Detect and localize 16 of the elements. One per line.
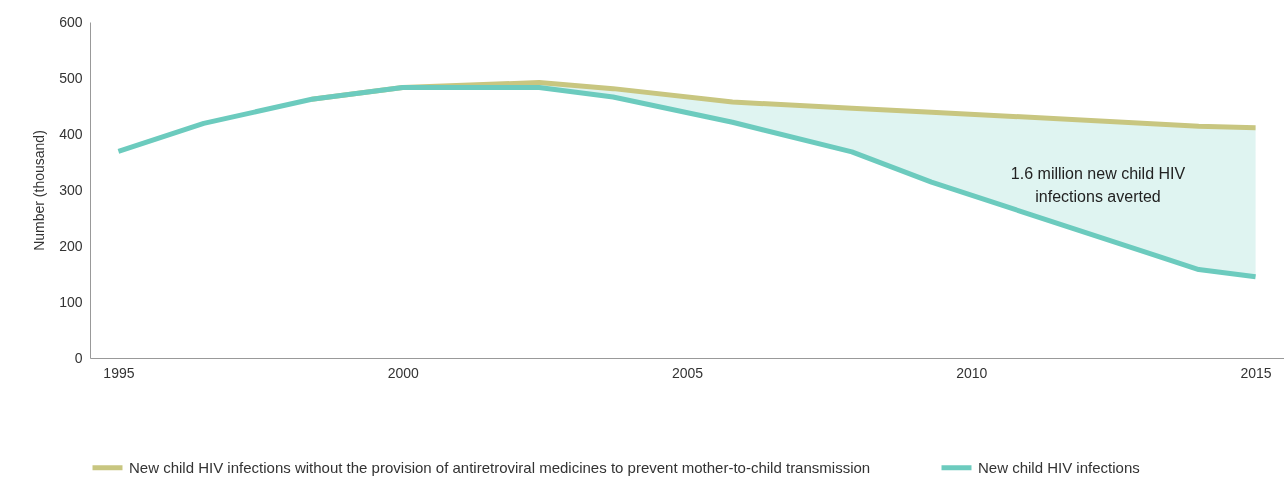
legend-label: New child HIV infections xyxy=(978,458,1140,476)
annotation: 1.6 million new child HIV infections averted xyxy=(1010,165,1186,205)
y-axis-title: Number (thousand) xyxy=(31,130,48,251)
x-tick-label: 2015 xyxy=(1240,364,1272,381)
x-tick-label: 2010 xyxy=(956,364,988,381)
x-tick-label: 2000 xyxy=(387,364,419,381)
legend-label: New child HIV infections without the provision of antiretroviral medicines to prevent mother-to-child transmission xyxy=(129,458,871,476)
y-tick-label: 600 xyxy=(59,13,83,30)
y-tick-label: 0 xyxy=(74,349,83,366)
x-tick-label: 2005 xyxy=(671,364,704,381)
y-tick-label: 500 xyxy=(59,69,83,86)
y-tick-label: 300 xyxy=(59,181,83,198)
x-tick-label: 1995 xyxy=(103,364,135,381)
y-tick-label: 200 xyxy=(59,237,83,254)
y-tick-label: 400 xyxy=(59,125,83,142)
y-tick-label: 100 xyxy=(59,293,83,310)
